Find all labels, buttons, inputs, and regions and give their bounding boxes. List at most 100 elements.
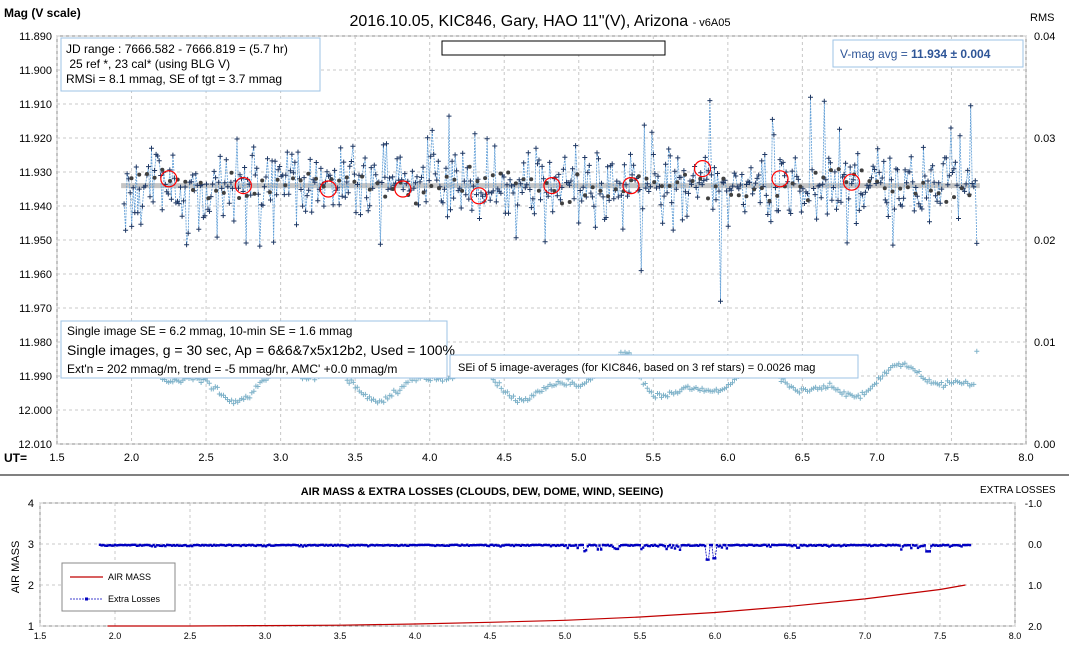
mag-point	[533, 145, 539, 151]
extra-loss-point	[873, 543, 876, 547]
mag-point	[704, 176, 710, 182]
avg-point	[613, 187, 618, 192]
average-circle	[470, 187, 488, 205]
extra-loss-point	[957, 544, 960, 547]
extra-loss-point	[429, 544, 432, 547]
mag-point	[202, 213, 208, 219]
mag-point	[693, 185, 699, 190]
mag-point	[138, 221, 144, 227]
mag-point	[922, 173, 928, 179]
mag-point	[571, 196, 577, 202]
mag-point	[159, 207, 165, 213]
extra-loss-point	[305, 544, 308, 548]
extra-loss-point	[804, 544, 807, 547]
rms-point	[713, 386, 719, 392]
mag-point	[313, 160, 319, 165]
bottom-x-tick-label: 3.0	[259, 631, 272, 641]
average-circle	[160, 170, 178, 188]
rms-point	[198, 380, 204, 385]
extra-loss-point	[680, 544, 683, 547]
mag-point	[592, 224, 598, 230]
extra-loss-point	[823, 543, 826, 547]
extra-loss-point	[811, 544, 814, 547]
rms-point	[381, 399, 387, 405]
extra-loss-point	[123, 543, 127, 547]
top-x-tick-label: 6.0	[720, 452, 735, 464]
mag-point	[390, 174, 396, 180]
extra-loss-point	[952, 544, 955, 547]
mag-point	[412, 180, 418, 186]
extra-loss-point	[898, 544, 901, 547]
rms-point	[231, 401, 237, 407]
extra-loss-point	[581, 543, 584, 547]
extra-loss-point	[469, 544, 472, 547]
extra-loss-point	[900, 548, 903, 551]
extra-loss-point	[782, 543, 786, 546]
extra-loss-point	[516, 543, 519, 547]
mag-point	[515, 202, 521, 208]
mag-point	[672, 168, 678, 174]
mag-point	[400, 187, 406, 193]
mag-point	[611, 196, 617, 202]
mag-point	[744, 182, 749, 187]
extra-loss-point	[340, 543, 343, 547]
extra-loss-point	[942, 543, 945, 546]
mag-point	[486, 189, 492, 195]
mag-point	[458, 205, 464, 211]
top-y-tick-label: 11.990	[19, 371, 52, 383]
mag-point	[492, 143, 498, 149]
extra-loss-point	[258, 544, 261, 547]
extra-loss-point	[652, 544, 655, 547]
extra-loss-point	[677, 545, 680, 548]
mag-point	[550, 209, 556, 215]
avg-point	[590, 185, 595, 190]
mag-point	[756, 172, 762, 178]
rms-point	[553, 382, 559, 388]
extra-loss-point	[427, 543, 430, 546]
mag-point	[127, 190, 133, 196]
mag-point	[249, 152, 255, 158]
mag-point	[274, 192, 280, 198]
mag-point	[190, 172, 196, 178]
extra-loss-point	[385, 543, 388, 547]
avg-point	[905, 185, 910, 190]
mag-point	[327, 172, 333, 178]
extra-loss-point	[408, 543, 412, 547]
mag-point	[554, 193, 560, 199]
mag-point	[565, 180, 571, 185]
extra-loss-point	[556, 544, 559, 547]
mag-point	[667, 153, 673, 159]
extra-loss-point	[398, 544, 402, 547]
mag-point	[184, 242, 190, 248]
extra-loss-point	[700, 544, 703, 547]
mag-point	[541, 176, 547, 182]
extra-loss-point	[891, 543, 895, 546]
rms-point	[206, 380, 212, 386]
avg-point	[606, 194, 611, 199]
mag-point	[351, 171, 357, 177]
extra-loss-point	[859, 544, 863, 547]
mag-point	[362, 155, 368, 161]
extra-loss-point	[180, 544, 184, 547]
extra-loss-point	[410, 543, 413, 547]
extra-loss-point	[591, 544, 594, 547]
bottom-x-tick-label: 5.5	[634, 631, 647, 641]
mag-point	[498, 190, 504, 196]
extra-loss-point	[504, 543, 507, 547]
empty-label-box	[441, 40, 666, 56]
mag-point	[350, 143, 356, 149]
extra-loss-point	[730, 544, 734, 547]
extra-loss-point	[906, 543, 910, 547]
top-x-tick-label: 5.0	[571, 452, 586, 464]
extra-loss-point	[630, 543, 633, 547]
rms-point	[699, 385, 705, 391]
mag-point	[466, 196, 472, 202]
mag-point	[379, 180, 385, 185]
extra-loss-point	[293, 543, 296, 547]
extra-loss-point	[802, 543, 806, 547]
extra-loss-point	[564, 544, 568, 547]
extra-loss-point	[588, 543, 591, 546]
mag-point	[147, 194, 153, 200]
top-y-tick-label: 11.890	[19, 31, 52, 43]
mag-point	[701, 178, 707, 184]
